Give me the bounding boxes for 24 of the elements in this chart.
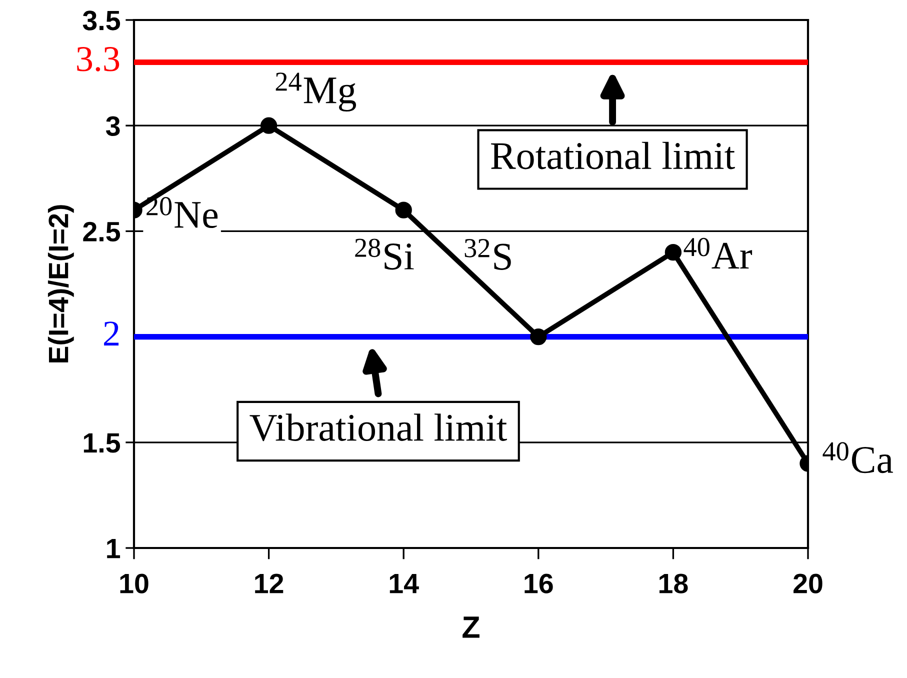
point bbox=[530, 328, 547, 346]
annotation: $^{28}$Si bbox=[355, 238, 414, 270]
y-tick-label: 1.5 bbox=[84, 433, 120, 453]
annotation: $^{24}$Mg bbox=[276, 72, 356, 112]
x-axis-title: Z bbox=[462, 616, 480, 638]
x-tick-label: 12 bbox=[255, 574, 284, 594]
ref-line-label: 3.3 bbox=[77, 47, 120, 72]
point bbox=[395, 202, 412, 218]
y-axis-title: E(I=4)/E(I=2) bbox=[48, 205, 74, 362]
annotation: Rotational limit bbox=[491, 142, 735, 170]
annotation: $^{40}$Ar bbox=[684, 238, 752, 268]
y-tick-label: 3.5 bbox=[82, 10, 120, 30]
y-tick-label: 1 bbox=[107, 538, 120, 558]
ref-line-label: 2 bbox=[104, 322, 119, 346]
y-tick-label: 2.5 bbox=[83, 222, 120, 242]
annotation: $^{40}$Ca bbox=[822, 442, 893, 474]
x-tick-label: 10 bbox=[120, 574, 148, 594]
x-tick-label: 16 bbox=[524, 574, 553, 594]
x-tick-label: 18 bbox=[660, 574, 688, 594]
x-tick-label: 14 bbox=[390, 574, 419, 594]
annotation: Vibrational limit bbox=[250, 414, 507, 442]
x-tick-label: 20 bbox=[794, 574, 822, 594]
annotation: $^{32}$S bbox=[464, 239, 511, 270]
y-tick-label: 3 bbox=[106, 116, 120, 136]
